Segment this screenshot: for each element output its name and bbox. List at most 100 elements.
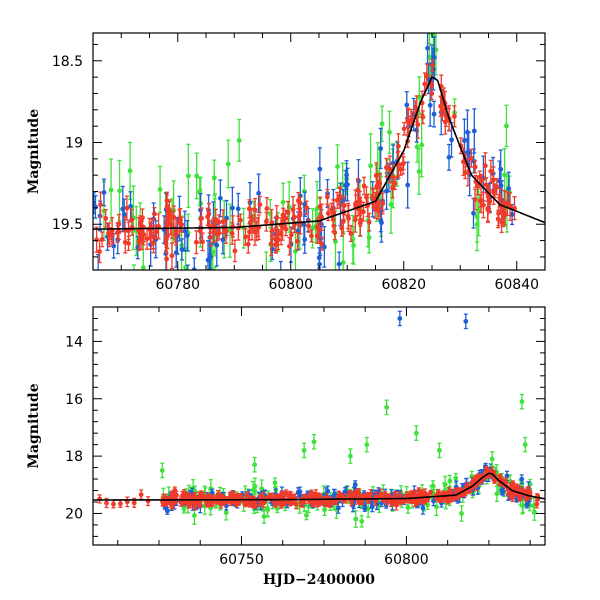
data-point-blue — [217, 179, 223, 218]
data-point-blue — [431, 100, 437, 128]
data-point-red — [429, 86, 435, 101]
plot-area — [93, 310, 545, 528]
data-point-green — [340, 231, 346, 270]
data-point-green — [265, 501, 271, 518]
data-point-green — [447, 474, 453, 488]
data-point-red — [273, 226, 279, 254]
data-point-green — [211, 159, 217, 197]
data-point-blue — [164, 506, 170, 515]
data-point-red — [317, 196, 323, 217]
x-tick-label: 60780 — [155, 277, 200, 293]
data-point-red — [295, 232, 300, 251]
data-point-red — [255, 217, 261, 238]
data-point-red — [178, 497, 184, 507]
data-point-red — [478, 187, 484, 214]
data-point-red — [326, 497, 332, 506]
data-point-green — [359, 515, 365, 528]
data-point-red — [373, 491, 379, 502]
data-point-green — [185, 143, 191, 209]
data-point-red — [152, 207, 157, 221]
data-point-green — [335, 144, 340, 189]
data-point-blue — [471, 108, 477, 154]
y-axis-label: Magnitude — [26, 109, 42, 194]
data-point-green — [132, 264, 137, 270]
data-point-green — [212, 266, 217, 270]
data-point-red — [238, 213, 243, 227]
y-axis-label: Magnitude — [26, 383, 42, 468]
x-tick-label: 60820 — [381, 277, 426, 293]
data-point-red — [103, 208, 109, 228]
data-point-green — [194, 152, 200, 200]
data-point-red — [353, 189, 358, 218]
data-point-red — [268, 231, 274, 257]
data-point-red — [136, 232, 142, 251]
y-tick-label: 14 — [65, 334, 83, 350]
data-point-red — [366, 212, 372, 232]
top-panel: 60780 60800 60820 60840 18.5 19 19.5 Magnitude — [26, 32, 546, 293]
data-point-blue — [278, 260, 283, 270]
outlier-point-green — [311, 433, 317, 450]
data-point-blue — [185, 264, 190, 270]
y-tick-label: 18.5 — [52, 54, 83, 70]
data-point-red — [279, 491, 285, 497]
data-point-red — [495, 209, 501, 229]
data-point-green — [157, 165, 163, 214]
data-point-red — [283, 489, 289, 498]
data-point-red — [398, 162, 404, 176]
data-point-green — [494, 485, 500, 502]
data-point-red — [390, 176, 395, 199]
data-point-red — [346, 204, 351, 233]
data-point-red — [401, 121, 407, 136]
data-point-red — [246, 199, 252, 219]
data-point-green — [272, 477, 278, 489]
outlier-point-green — [489, 451, 495, 467]
data-point-red — [122, 231, 128, 254]
data-point-blue — [179, 238, 185, 261]
plot-frame — [92, 306, 546, 546]
data-point-green — [108, 158, 114, 222]
data-point-red — [169, 242, 175, 270]
data-point-blue — [317, 252, 322, 270]
data-point-red — [138, 489, 144, 500]
data-point-red — [334, 191, 340, 210]
data-point-red — [269, 492, 275, 503]
data-point-red — [208, 228, 213, 247]
data-point-red — [469, 148, 474, 168]
data-point-red — [193, 230, 199, 255]
outlier-point-green — [347, 448, 353, 464]
data-point-red — [438, 95, 443, 117]
data-point-red — [472, 188, 478, 211]
data-point-red — [211, 222, 217, 243]
outlier-point-green — [522, 436, 528, 453]
data-point-blue — [93, 192, 97, 215]
data-point-red — [124, 195, 130, 221]
y-tick-label: 19.5 — [52, 217, 83, 233]
y-tick-label: 20 — [65, 506, 83, 522]
data-point-red — [465, 157, 471, 187]
data-point-green — [127, 141, 133, 200]
data-point-red — [313, 499, 319, 505]
data-point-blue — [446, 143, 452, 171]
y-tick-label: 18 — [65, 449, 83, 465]
data-point-red — [179, 216, 185, 233]
data-point-red — [375, 201, 381, 220]
data-point-red — [99, 231, 105, 248]
bottom-panel: 60750 60800 14 16 18 20 Magnitude HJD−2400000 — [26, 306, 546, 588]
data-point-green — [225, 139, 231, 189]
data-point-red — [502, 200, 508, 226]
data-point-blue — [321, 225, 327, 268]
data-point-blue — [128, 191, 133, 222]
data-point-red — [257, 195, 263, 214]
data-point-red — [481, 191, 486, 219]
data-point-green — [416, 148, 422, 195]
data-point-red — [413, 100, 418, 115]
data-point-green — [117, 159, 122, 222]
data-point-green — [304, 510, 309, 521]
data-point-red — [192, 502, 198, 511]
data-point-red — [513, 483, 519, 494]
plot-area — [93, 33, 545, 270]
data-point-red — [510, 480, 516, 487]
outlier-point-blue — [463, 313, 469, 330]
data-point-red — [205, 501, 211, 508]
data-point-red — [484, 184, 490, 202]
